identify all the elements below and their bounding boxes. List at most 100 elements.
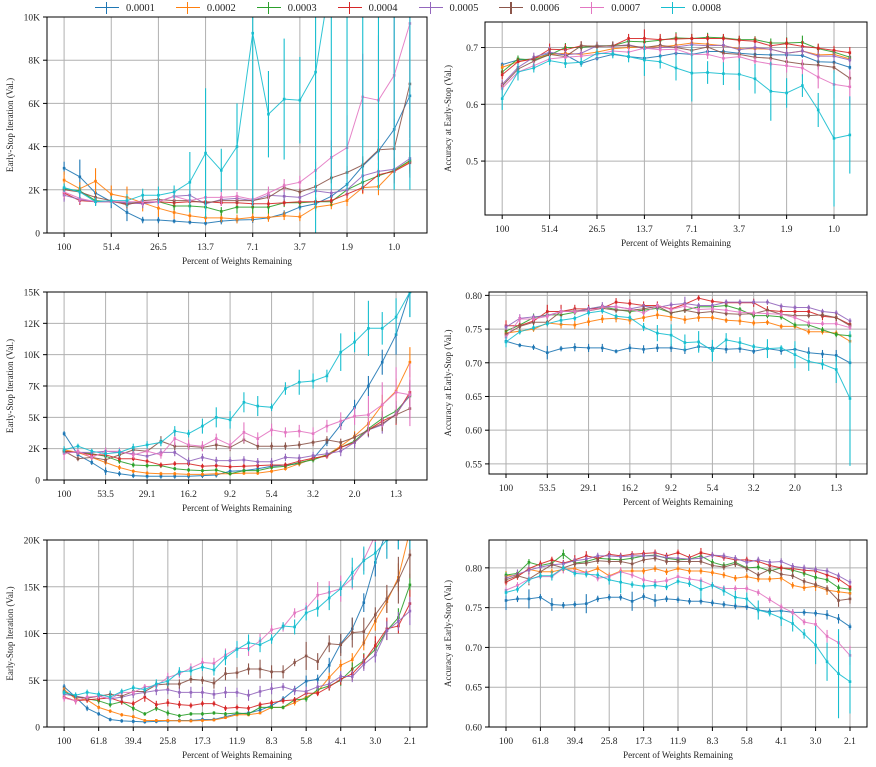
chart-row1-accuracy: 100 51.4 26.5 13.7 7.1 3.7 1.9 1.0 0.5 0.6 0.7 Perc… [443,21,868,248]
data-point [120,719,124,723]
legend-label: 0.0007 [611,2,641,14]
data-point [848,580,852,584]
x-tick-label: 7.1 [247,243,259,253]
y-tick-label: 5K [28,677,40,687]
data-point [724,319,728,322]
data-point [587,346,590,350]
data-point [281,624,285,628]
data-point [178,682,181,686]
data-point [228,443,232,447]
plot-area [62,529,412,724]
data-point [658,38,662,41]
data-point [173,451,177,454]
data-point [188,220,192,224]
x-tick-label: 39.4 [566,737,583,747]
data-point [706,71,709,74]
data-point [172,211,176,214]
data-point [118,472,121,476]
data-point [118,466,121,469]
data-point [131,691,135,694]
x-tick-label: 51.4 [103,243,120,253]
data-point [298,200,302,203]
data-point [825,587,829,590]
data-point [683,308,687,312]
data-point [573,316,577,320]
data-point [293,689,296,692]
y-tick-label: 0.80 [465,292,482,302]
data-point [816,108,820,112]
data-point [579,54,583,58]
plot-area [504,295,852,466]
data-point [385,629,389,632]
data-point [779,325,783,328]
data-point [304,679,308,683]
data-point [768,577,772,581]
data-point [734,562,737,566]
data-point [724,304,728,307]
data-point [688,582,691,586]
data-point [311,454,315,457]
data-point [734,576,737,580]
data-point [706,37,709,40]
data-point [178,691,181,694]
data-point [614,305,618,309]
y-tick-label: 0.6 [466,101,478,111]
data-point [345,199,349,202]
data-point [62,691,66,694]
data-point [614,314,618,318]
data-point [584,602,588,605]
data-point [214,459,218,462]
data-point [141,218,144,222]
data-point [848,592,852,595]
data-point [837,599,840,602]
data-point [374,551,377,555]
data-point [807,314,811,317]
data-point [353,340,356,344]
data-point [821,362,824,366]
data-point [201,464,204,468]
data-point [595,51,599,55]
data-point [539,562,542,566]
data-point [559,310,563,313]
data-point [518,317,522,321]
data-point [802,620,806,624]
data-point [143,685,147,689]
data-point [235,145,239,148]
series-line [505,310,851,399]
series-0.0006 [62,398,412,464]
data-point [573,603,577,606]
y-axis-label: Early-Stop Iteration (Val.) [5,586,15,680]
data-point [848,597,852,601]
data-point [711,310,714,313]
data-point [611,52,615,56]
data-point [848,85,852,89]
data-point [235,205,239,209]
data-point [848,66,852,69]
data-point [97,706,100,709]
data-point [669,333,673,337]
y-tick-label: 7K [28,383,40,393]
data-point [109,192,113,196]
data-point [559,347,563,350]
y-tick-label: 15K [24,583,41,593]
y-axis-label: Early-Stop Iteration (Val.) [5,78,15,172]
data-point [380,327,384,330]
data-point [339,675,343,678]
data-point [187,443,190,447]
data-point [353,414,356,418]
data-point [380,403,384,407]
data-point [201,691,204,694]
data-point [251,216,255,219]
chart-row3-iteration: 100 61.8 39.4 25.8 17.3 11.9 8.3 5.8 4.1 3.0 2.1 0 5… [5,537,428,760]
x-tick-label: 8.3 [706,737,718,747]
data-point [62,448,66,452]
data-point [256,404,260,408]
data-point [779,572,783,576]
data-point [219,216,223,220]
data-point [409,529,412,532]
data-point [807,306,811,309]
data-point [832,54,836,58]
data-point [316,692,319,695]
data-point [630,573,634,577]
data-point [145,471,149,475]
